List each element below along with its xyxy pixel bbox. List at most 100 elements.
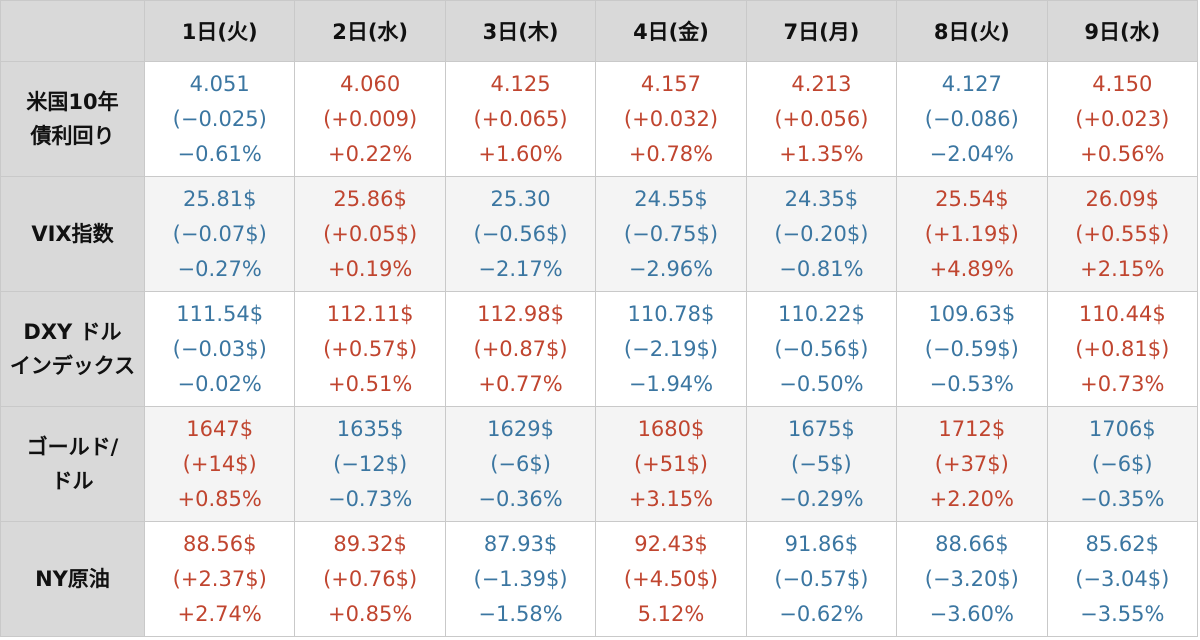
value-change: (−0.025)	[172, 106, 267, 131]
value-change: (−0.56$)	[473, 221, 568, 246]
value-change: (−0.56$)	[774, 336, 869, 361]
value-percent: +0.51%	[327, 371, 413, 396]
value-percent: −3.60%	[929, 601, 1014, 626]
value-percent: −0.29%	[779, 486, 864, 511]
value-change: (+0.57$)	[323, 336, 418, 361]
value-price: 110.78$	[627, 301, 715, 326]
value-percent: +1.35%	[779, 141, 864, 166]
value-percent: +0.22%	[327, 141, 413, 166]
value-percent: 5.12%	[637, 601, 705, 626]
value-price: 4.150	[1092, 71, 1153, 96]
column-header: 2日(水)	[294, 0, 446, 62]
value-percent: −0.36%	[478, 486, 563, 511]
column-header: 4日(金)	[595, 0, 747, 62]
value-cell: 112.11$ (+0.57$) +0.51%	[294, 291, 446, 407]
value-cell: 4.213 (+0.056) +1.35%	[745, 61, 898, 177]
value-percent: +3.15%	[628, 486, 714, 511]
value-change: (+0.05$)	[323, 221, 418, 246]
value-cell: 85.62$ (−3.04$) −3.55%	[1046, 521, 1199, 637]
value-change: (−6$)	[490, 451, 551, 476]
row-label: ゴールド/ドル	[0, 406, 145, 522]
value-price: 1629$	[487, 416, 554, 441]
value-price: 4.051	[189, 71, 250, 96]
value-percent: −0.02%	[177, 371, 262, 396]
value-price: 25.81$	[182, 186, 257, 211]
header-row: 1日(火) 2日(水) 3日(木) 4日(金) 7日(月) 8日(火) 9日(水…	[0, 0, 1199, 62]
value-cell: 88.66$ (−3.20$) −3.60%	[896, 521, 1048, 637]
value-cell: 110.44$ (+0.81$) +0.73%	[1046, 291, 1199, 407]
table-row: ゴールド/ドル 1647$ (+14$) +0.85% 1635$ (−12$) −0.73…	[0, 406, 1199, 522]
value-percent: −1.58%	[478, 601, 563, 626]
value-cell: 89.32$ (+0.76$) +0.85%	[294, 521, 446, 637]
value-change: (+0.056)	[774, 106, 869, 131]
value-percent: −0.61%	[177, 141, 262, 166]
value-percent: +0.78%	[628, 141, 714, 166]
value-percent: +0.56%	[1080, 141, 1165, 166]
value-change: (−0.03$)	[172, 336, 267, 361]
value-change: (+1.19$)	[924, 221, 1019, 246]
value-cell: 1647$ (+14$) +0.85%	[143, 406, 296, 522]
table-row: VIX指数 25.81$ (−0.07$) −0.27% 25.86$ (+0.05$) +…	[0, 176, 1199, 292]
value-price: 89.32$	[333, 531, 407, 556]
value-cell: 109.63$ (−0.59$) −0.53%	[896, 291, 1048, 407]
value-percent: +0.77%	[478, 371, 563, 396]
value-price: 24.35$	[784, 186, 859, 211]
value-percent: +2.74%	[177, 601, 262, 626]
value-price: 112.98$	[477, 301, 564, 326]
row-label: NY原油	[0, 521, 145, 637]
value-cell: 4.157 (+0.032) +0.78%	[595, 61, 747, 177]
value-price: 1712$	[938, 416, 1006, 441]
value-percent: −0.50%	[779, 371, 864, 396]
row-label: DXY ドル インデックス	[0, 291, 145, 407]
value-percent: +0.73%	[1080, 371, 1165, 396]
value-price: 88.66$	[935, 531, 1009, 556]
value-percent: −0.27%	[177, 256, 262, 281]
value-change: (−12$)	[333, 451, 408, 476]
value-cell: 25.86$ (+0.05$) +0.19%	[294, 176, 446, 292]
value-price: 4.157	[640, 71, 702, 96]
value-change: (−0.75$)	[623, 221, 719, 246]
value-cell: 4.060 (+0.009) +0.22%	[294, 61, 446, 177]
value-price: 1647$	[186, 416, 254, 441]
value-change: (−6$)	[1091, 451, 1153, 476]
value-price: 1635$	[336, 416, 404, 441]
value-percent: −0.53%	[929, 371, 1014, 396]
value-cell: 110.78$ (−2.19$) −1.94%	[595, 291, 747, 407]
value-cell: 1712$ (+37$) +2.20%	[896, 406, 1048, 522]
value-change: (−3.04$)	[1075, 566, 1170, 591]
value-price: 112.11$	[326, 301, 414, 326]
corner-cell	[0, 0, 145, 62]
value-change: (+0.76$)	[323, 566, 418, 591]
value-change: (+0.065)	[473, 106, 568, 131]
value-change: (−2.19$)	[623, 336, 719, 361]
value-price: 4.213	[791, 71, 852, 96]
value-change: (−1.39$)	[473, 566, 568, 591]
value-percent: +4.89%	[929, 256, 1014, 281]
value-price: 110.44$	[1078, 301, 1166, 326]
value-price: 24.55$	[634, 186, 708, 211]
value-cell: 25.30 (−0.56$) −2.17%	[444, 176, 597, 292]
value-price: 4.127	[941, 71, 1002, 96]
value-cell: 88.56$ (+2.37$) +2.74%	[143, 521, 296, 637]
row-label: VIX指数	[0, 176, 145, 292]
value-percent: +2.15%	[1080, 256, 1165, 281]
value-percent: −2.96%	[628, 256, 714, 281]
column-header: 8日(火)	[896, 0, 1048, 62]
value-change: (+14$)	[182, 451, 257, 476]
value-price: 87.93$	[483, 531, 558, 556]
column-header: 3日(木)	[444, 0, 597, 62]
value-percent: −1.94%	[628, 371, 714, 396]
value-change: (−3.20$)	[924, 566, 1019, 591]
value-percent: +0.85%	[327, 601, 413, 626]
value-cell: 25.54$ (+1.19$) +4.89%	[896, 176, 1048, 292]
value-percent: −0.62%	[779, 601, 864, 626]
value-price: 25.30	[490, 186, 551, 211]
value-change: (+0.023)	[1075, 106, 1170, 131]
row-label-line: DXY ドル	[23, 320, 122, 344]
value-cell: 112.98$ (+0.87$) +0.77%	[444, 291, 597, 407]
value-price: 88.56$	[182, 531, 257, 556]
table-row: 米国10年 債利回り 4.051 (−0.025) −0.61% 4.060 (+0.009…	[0, 61, 1199, 177]
value-change: (−0.59$)	[924, 336, 1019, 361]
value-cell: 92.43$ (+4.50$) 5.12%	[595, 521, 747, 637]
